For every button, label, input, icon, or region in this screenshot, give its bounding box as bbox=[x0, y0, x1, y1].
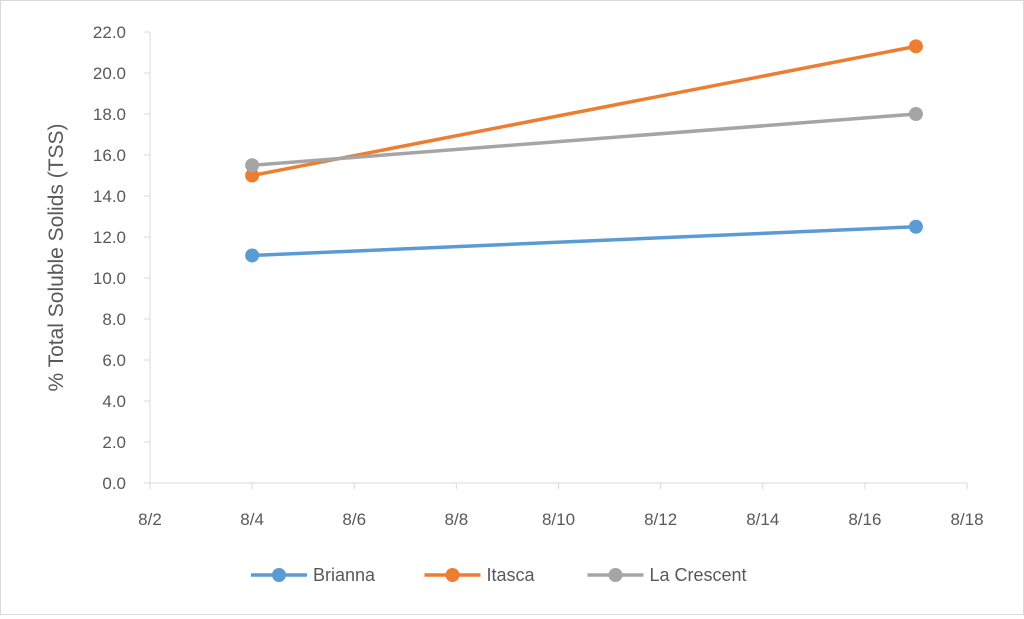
data-point-brianna bbox=[245, 248, 260, 263]
y-tick-label: 16.0 bbox=[93, 146, 126, 165]
y-tick-label: 22.0 bbox=[93, 23, 126, 42]
x-tick-label: 8/12 bbox=[644, 510, 677, 529]
legend-swatch-marker bbox=[272, 568, 286, 582]
y-tick-labels: 0.0 2.0 4.0 6.0 8.0 10.0 12.0 14.0 16.0 18.0 20.0 2… bbox=[93, 23, 126, 493]
axes bbox=[144, 31, 968, 489]
y-tick-label: 4.0 bbox=[102, 392, 126, 411]
legend-label: Itasca bbox=[487, 565, 536, 585]
legend-item-la-crescent: La Crescent bbox=[587, 565, 747, 585]
y-axis-title: % Total Soluble Solids (TSS) bbox=[45, 123, 68, 391]
y-tick-label: 0.0 bbox=[102, 474, 126, 493]
data-point-brianna bbox=[908, 219, 923, 234]
y-tick-label: 14.0 bbox=[93, 187, 126, 206]
x-tick-label: 8/18 bbox=[950, 510, 983, 529]
x-tick-label: 8/10 bbox=[542, 510, 575, 529]
x-tick-label: 8/6 bbox=[342, 510, 366, 529]
y-tick-label: 18.0 bbox=[93, 105, 126, 124]
x-tick-label: 8/4 bbox=[240, 510, 264, 529]
x-tick-label: 8/2 bbox=[138, 510, 162, 529]
data-point-la-crescent bbox=[245, 158, 260, 173]
legend-label: Brianna bbox=[313, 565, 376, 585]
legend-item-brianna: Brianna bbox=[251, 565, 376, 585]
y-tick-label: 2.0 bbox=[102, 433, 126, 452]
x-tick-labels: 8/2 8/4 8/6 8/8 8/10 8/12 8/14 8/16 8/18 bbox=[138, 510, 983, 529]
x-tick-label: 8/14 bbox=[746, 510, 779, 529]
y-axis-title-group: % Total Soluble Solids (TSS) bbox=[45, 123, 68, 391]
series-group bbox=[245, 39, 923, 263]
legend-label: La Crescent bbox=[650, 565, 747, 585]
y-tick-label: 8.0 bbox=[102, 310, 126, 329]
series-line-la-crescent bbox=[250, 112, 918, 167]
data-point-itasca bbox=[908, 39, 923, 54]
legend-item-itasca: Itasca bbox=[424, 565, 536, 585]
y-tick-label: 6.0 bbox=[102, 351, 126, 370]
legend-swatch-marker bbox=[608, 568, 623, 582]
y-tick-label: 20.0 bbox=[93, 64, 126, 83]
y-tick-label: 12.0 bbox=[93, 228, 126, 247]
x-tick-label: 8/16 bbox=[848, 510, 881, 529]
data-point-la-crescent bbox=[908, 107, 923, 121]
legend-swatch-marker bbox=[445, 568, 460, 582]
y-tick-label: 10.0 bbox=[93, 269, 126, 288]
series-line-brianna bbox=[250, 225, 918, 258]
legend: Brianna Itasca La Crescent bbox=[251, 565, 747, 585]
series-line-itasca bbox=[250, 44, 918, 178]
x-tick-label: 8/8 bbox=[445, 510, 469, 529]
data-point-itasca bbox=[245, 168, 260, 183]
